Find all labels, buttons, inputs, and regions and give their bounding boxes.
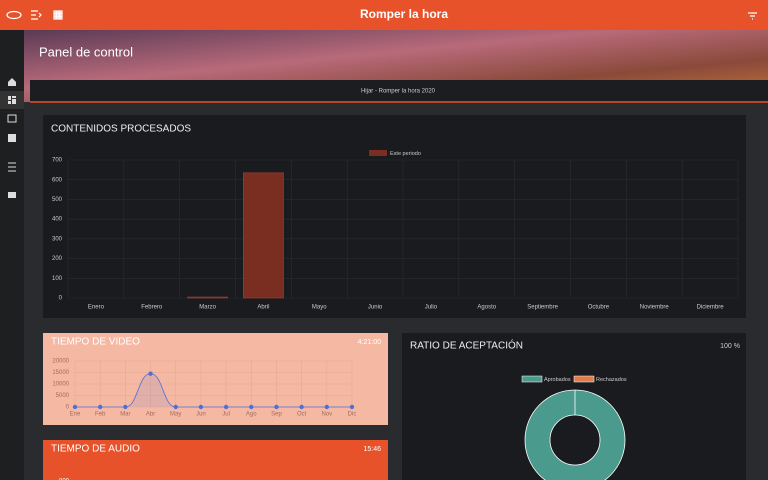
y-tick-label: 400 — [52, 217, 63, 223]
point — [198, 404, 204, 410]
card — [43, 440, 388, 480]
x-tick-label: Ene — [70, 412, 81, 418]
point — [173, 404, 178, 410]
point — [274, 404, 279, 410]
context-bar — [30, 80, 768, 102]
legend-swatch — [521, 375, 543, 383]
card-total: 4:21:00 — [358, 339, 381, 346]
context-label: Hijar - Romper la hora 2020 — [361, 89, 436, 95]
y-tick-label: 5000 — [56, 393, 70, 399]
x-tick-label: Agosto — [477, 305, 496, 311]
x-tick-label: Jun — [196, 412, 206, 418]
point — [299, 404, 304, 410]
x-tick-label: Octubre — [588, 305, 610, 311]
legend-swatch — [573, 375, 595, 383]
x-tick-label: Oct — [297, 412, 307, 418]
app-bar — [0, 0, 768, 30]
card — [43, 115, 746, 318]
point — [324, 404, 330, 410]
x-tick-label: Abr — [146, 412, 155, 418]
y-tick-label: 100 — [52, 276, 63, 282]
y-tick-label: 10000 — [52, 382, 69, 388]
x-tick-label: Nov — [321, 412, 332, 418]
x-tick-label: Ago — [246, 412, 257, 418]
nav-library[interactable] — [8, 134, 16, 142]
doughnut-segment — [524, 389, 626, 480]
point — [72, 404, 78, 410]
x-tick-label: Jul — [222, 412, 230, 418]
bar — [187, 296, 228, 299]
nav-settings[interactable] — [8, 162, 16, 172]
x-tick-label: Abril — [257, 305, 269, 311]
x-tick-label: Enero — [88, 305, 105, 311]
point — [97, 404, 103, 410]
x-tick-label: Junio — [368, 305, 383, 311]
card-title: CONTENIDOS PROCESADOS — [51, 124, 191, 135]
y-tick-label: 600 — [52, 177, 63, 183]
nav-users[interactable] — [8, 192, 16, 198]
y-tick-label: 20000 — [52, 359, 69, 365]
filter-icon[interactable] — [748, 12, 757, 20]
card — [43, 333, 388, 425]
nav-dashboard[interactable] — [8, 96, 16, 104]
x-tick-label: Julio — [425, 305, 438, 311]
y-tick-label: 0 — [66, 405, 70, 411]
x-tick-label: Mayo — [312, 305, 327, 311]
card-title: RATIO DE ACEPTACIÓN — [410, 339, 523, 352]
x-tick-label: May — [170, 412, 181, 418]
apps-icon[interactable] — [53, 10, 63, 20]
card-total: 100 % — [720, 343, 740, 350]
y-tick-label: 500 — [52, 197, 63, 203]
x-tick-label: Diciembre — [697, 305, 725, 311]
legend-label: Rechazados — [596, 377, 627, 383]
nav-home[interactable] — [8, 78, 16, 86]
x-tick-label: Noviembre — [640, 305, 670, 311]
menu-icon[interactable] — [31, 10, 42, 20]
bar — [243, 172, 284, 299]
app-title: Romper la hora — [360, 7, 448, 21]
x-tick-label: Marzo — [199, 305, 216, 311]
y-tick-label: 0 — [59, 296, 63, 302]
y-tick-label: 200 — [52, 256, 63, 262]
x-tick-label: Feb — [95, 412, 106, 418]
point — [223, 404, 229, 410]
x-tick-label: Mar — [120, 412, 130, 418]
x-tick-label: Dic — [348, 412, 357, 418]
point — [249, 404, 254, 410]
y-tick-label: 700 — [52, 158, 63, 164]
card-total: 15:46 — [363, 446, 381, 453]
line — [74, 373, 352, 408]
logo[interactable] — [6, 10, 22, 20]
page-title: Panel de control — [39, 44, 133, 59]
legend-swatch — [369, 150, 387, 156]
point — [349, 404, 355, 410]
x-tick-label: Febrero — [141, 305, 163, 311]
legend-label: Este periodo — [390, 151, 421, 157]
card-title: TIEMPO DE VIDEO — [51, 337, 140, 348]
legend-label: Aprobados — [544, 377, 571, 383]
nav-video[interactable] — [7, 114, 17, 123]
point — [123, 404, 128, 410]
y-tick-label: 300 — [52, 236, 63, 242]
y-tick-label: 800 — [59, 478, 70, 480]
point — [148, 371, 153, 376]
x-tick-label: Septiembre — [527, 305, 558, 311]
y-tick-label: 15000 — [52, 370, 69, 376]
x-tick-label: Sep — [271, 412, 282, 418]
card-title: TIEMPO DE AUDIO — [51, 444, 140, 455]
